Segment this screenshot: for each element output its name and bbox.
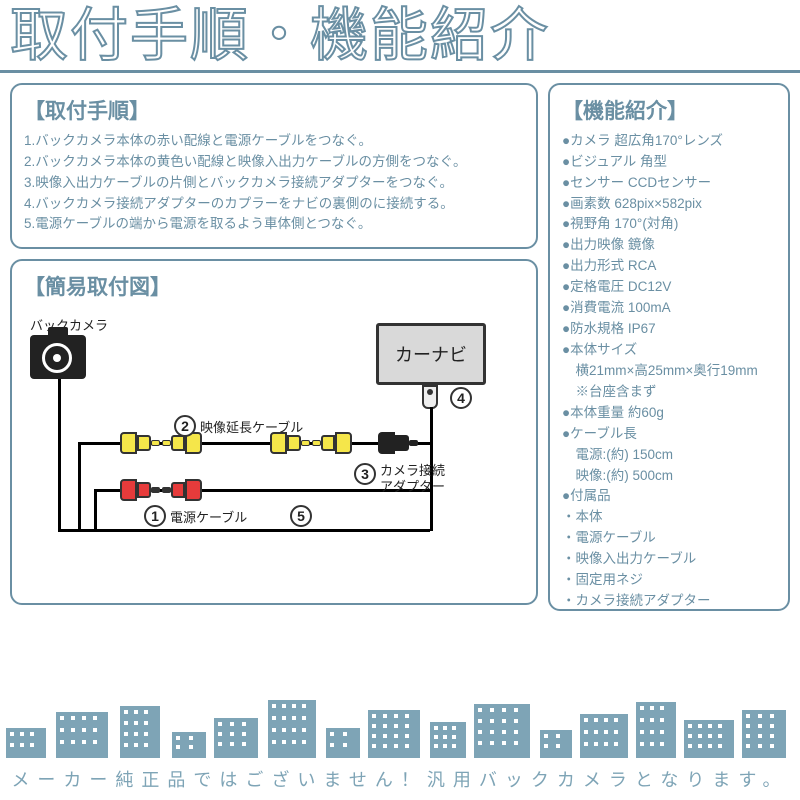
footer-disclaimer: メーカー純正品ではございません！汎用バックカメラとなります。 <box>0 766 800 792</box>
car-navi-box: カーナビ <box>376 323 486 385</box>
specs-list: ●カメラ 超広角170°レンズ●ビジュアル 角型●センサー CCDセンサー●画素… <box>562 131 776 612</box>
spec-item: ・固定用ネジ <box>562 570 776 591</box>
building-icon <box>120 706 160 758</box>
spec-item: ●本体重量 約60g <box>562 403 776 424</box>
camera-label: バックカメラ <box>30 315 108 334</box>
main-columns: 【取付手順】 1.バックカメラ本体の赤い配線と電源ケーブルをつなぐ。 2.バック… <box>0 73 800 611</box>
steps-list: 1.バックカメラ本体の赤い配線と電源ケーブルをつなぐ。 2.バックカメラ本体の黄… <box>24 131 524 236</box>
rca-yellow-icon <box>312 432 352 454</box>
building-icon <box>580 714 628 758</box>
right-column: 【機能紹介】 ●カメラ 超広角170°レンズ●ビジュアル 角型●センサー CCD… <box>548 83 790 611</box>
spec-item: ●出力映像 鏡像 <box>562 235 776 256</box>
spec-item: ※台座含まず <box>562 382 776 403</box>
spec-item: ●画素数 628pix×582pix <box>562 194 776 215</box>
spec-item: ●センサー CCDセンサー <box>562 173 776 194</box>
spec-item: ●視野角 170°(対角) <box>562 214 776 235</box>
spec-item: ●ビジュアル 角型 <box>562 152 776 173</box>
spec-item: ●防水規格 IP67 <box>562 319 776 340</box>
spec-item: 電源:(約) 150cm <box>562 445 776 466</box>
spec-item: ●定格電圧 DC12V <box>562 277 776 298</box>
step-item: 5.電源ケーブルの端から電源を取るよう車体側とつなぐ。 <box>24 214 524 235</box>
spec-item: ●出力形式 RCA <box>562 256 776 277</box>
badge-4: 4 <box>450 387 472 409</box>
steps-title: 【取付手順】 <box>24 95 524 125</box>
label-video-cable: 映像延長ケーブル <box>200 417 303 436</box>
rca-yellow-icon <box>120 432 160 454</box>
spec-item: 映像:(約) 500cm <box>562 466 776 487</box>
navi-connector-icon <box>422 385 438 409</box>
building-icon <box>56 712 108 758</box>
building-icon <box>6 728 46 758</box>
wire <box>58 529 430 532</box>
building-icon <box>636 702 676 758</box>
label-power-cable: 電源ケーブル <box>170 507 247 526</box>
building-icon <box>214 718 258 758</box>
step-item: 4.バックカメラ接続アダプターのカプラーをナビの裏側のに接続する。 <box>24 194 524 215</box>
step-item: 3.映像入出力ケーブルの片側とバックカメラ接続アダプターをつなぐ。 <box>24 173 524 194</box>
building-icon <box>742 710 786 758</box>
spec-item: ●付属品 <box>562 486 776 507</box>
page-title: 取付手順・機能紹介 <box>0 0 800 73</box>
rca-red-icon <box>162 479 202 501</box>
wire <box>94 489 97 529</box>
spec-item: ・映像入出力ケーブル <box>562 549 776 570</box>
spec-item: ●本体サイズ <box>562 340 776 361</box>
specs-panel: 【機能紹介】 ●カメラ 超広角170°レンズ●ビジュアル 角型●センサー CCD… <box>548 83 790 611</box>
step-item: 1.バックカメラ本体の赤い配線と電源ケーブルをつなぐ。 <box>24 131 524 152</box>
spec-item: ●ケーブル長 <box>562 424 776 445</box>
spec-item: ・電源ケーブル <box>562 528 776 549</box>
specs-title: 【機能紹介】 <box>562 95 776 125</box>
steps-panel: 【取付手順】 1.バックカメラ本体の赤い配線と電源ケーブルをつなぐ。 2.バック… <box>10 83 538 250</box>
skyline-decoration <box>0 696 800 758</box>
building-icon <box>684 720 734 758</box>
spec-item: 横21mm×高25mm×奥行19mm <box>562 361 776 382</box>
label-adapter: カメラ接続 アダプター <box>380 463 445 494</box>
building-icon <box>430 722 466 758</box>
spec-item: ・本体 <box>562 507 776 528</box>
building-icon <box>268 700 316 758</box>
diagram-title: 【簡易取付図】 <box>24 271 524 301</box>
wire <box>58 379 61 529</box>
building-icon <box>540 730 572 758</box>
building-icon <box>368 710 420 758</box>
spec-item: ●カメラ 超広角170°レンズ <box>562 131 776 152</box>
building-icon <box>326 728 360 758</box>
badge-5: 5 <box>290 505 312 527</box>
wire <box>78 442 81 529</box>
rca-black-icon <box>378 432 418 454</box>
left-column: 【取付手順】 1.バックカメラ本体の赤い配線と電源ケーブルをつなぐ。 2.バック… <box>10 83 538 611</box>
badge-1: 1 <box>144 505 166 527</box>
badge-3: 3 <box>354 463 376 485</box>
diagram-panel: 【簡易取付図】 バックカメラ カーナビ <box>10 259 538 605</box>
spec-item: ・カメラ接続アダプター <box>562 591 776 612</box>
rca-red-icon <box>120 479 160 501</box>
building-icon <box>172 732 206 758</box>
step-item: 2.バックカメラ本体の黄色い配線と映像入出力ケーブルの方側をつなぐ。 <box>24 152 524 173</box>
wiring-diagram: バックカメラ カーナビ <box>24 307 524 597</box>
spec-item: ●消費電流 100mA <box>562 298 776 319</box>
building-icon <box>474 704 530 758</box>
